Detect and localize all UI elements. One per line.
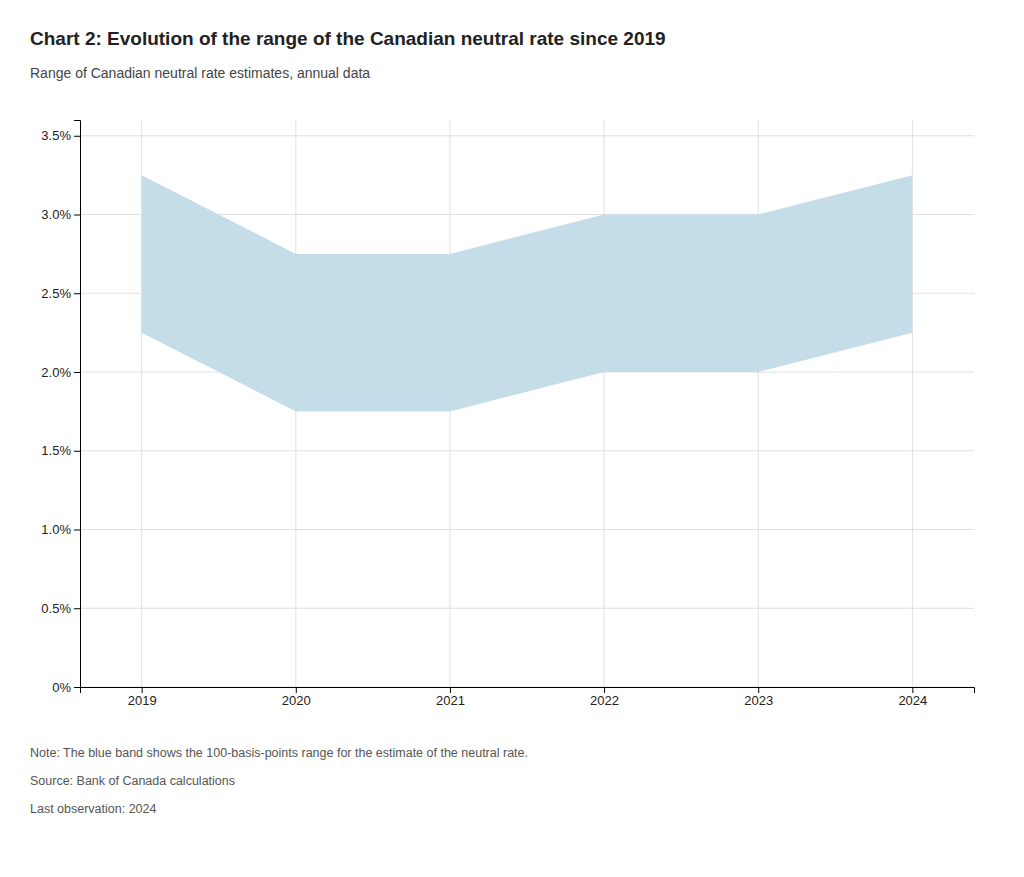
tick-label: 2.5% xyxy=(41,286,71,301)
tick: 1.5% xyxy=(41,443,80,458)
tick-label: 2.0% xyxy=(41,365,71,380)
tick: 0% xyxy=(52,680,80,695)
tick-label: 1.5% xyxy=(41,443,71,458)
grid-line xyxy=(604,120,605,687)
tick-mark xyxy=(74,451,80,452)
tick: 2020 xyxy=(282,687,311,708)
tick: 3.5% xyxy=(41,128,80,143)
tick-mark xyxy=(74,136,80,137)
axis-line xyxy=(81,688,975,694)
tick-mark xyxy=(142,687,143,693)
tick-mark xyxy=(74,530,80,531)
tick-label: 0.5% xyxy=(41,601,71,616)
y-axis: 0% 0.5% 1.0% 1.5% 2.0% 2.5% 3.0% 3.5% xyxy=(41,121,80,695)
axis-line xyxy=(74,121,81,688)
tick-label: 2024 xyxy=(898,693,927,708)
tick-label: 1.0% xyxy=(41,522,71,537)
title: Chart 2: Evolution of the range of the C… xyxy=(30,28,666,49)
tick-mark xyxy=(604,687,605,693)
grid xyxy=(80,120,974,687)
grid-line xyxy=(758,120,759,687)
note: Source: Bank of Canada calculations xyxy=(30,774,235,788)
tick: 2.0% xyxy=(41,365,80,380)
tick-label: 3.0% xyxy=(41,207,71,222)
tick-mark xyxy=(74,215,80,216)
tick: 2019 xyxy=(128,687,157,708)
grid-line xyxy=(80,135,974,136)
tick-label: 2022 xyxy=(590,693,619,708)
tick: 2024 xyxy=(898,687,927,708)
tick-label: 3.5% xyxy=(41,128,71,143)
tick-label: 2020 xyxy=(282,693,311,708)
subtitle: Range of Canadian neutral rate estimates… xyxy=(30,65,370,81)
tick-label: 2023 xyxy=(744,693,773,708)
grid-line xyxy=(80,608,974,609)
tick-mark xyxy=(74,372,80,373)
tick: 0.5% xyxy=(41,601,80,616)
tick-mark xyxy=(450,687,451,693)
tick: 2.5% xyxy=(41,286,80,301)
tick: 2022 xyxy=(590,687,619,708)
tick: 2021 xyxy=(436,687,465,708)
tick: 1.0% xyxy=(41,522,80,537)
tick-mark xyxy=(74,687,80,688)
grid-line xyxy=(80,529,974,530)
tick-label: 0% xyxy=(52,680,71,695)
band xyxy=(142,175,913,411)
x-axis: 2019 2020 2021 2022 2023 2024 xyxy=(81,687,975,708)
tick-mark xyxy=(296,687,297,693)
tick-mark xyxy=(758,687,759,693)
tick-mark xyxy=(74,293,80,294)
tick-mark xyxy=(74,608,80,609)
tick: 3.0% xyxy=(41,207,80,222)
tick-label: 2021 xyxy=(436,693,465,708)
chart: Chart 2: Evolution of the range of the C… xyxy=(0,0,1024,877)
tick: 2023 xyxy=(744,687,773,708)
plot-area xyxy=(142,175,913,411)
tick-mark xyxy=(912,687,913,693)
tick-label: 2019 xyxy=(128,693,157,708)
grid-line xyxy=(80,450,974,451)
note: Note: The blue band shows the 100-basis-… xyxy=(30,746,528,760)
note: Last observation: 2024 xyxy=(30,802,157,816)
